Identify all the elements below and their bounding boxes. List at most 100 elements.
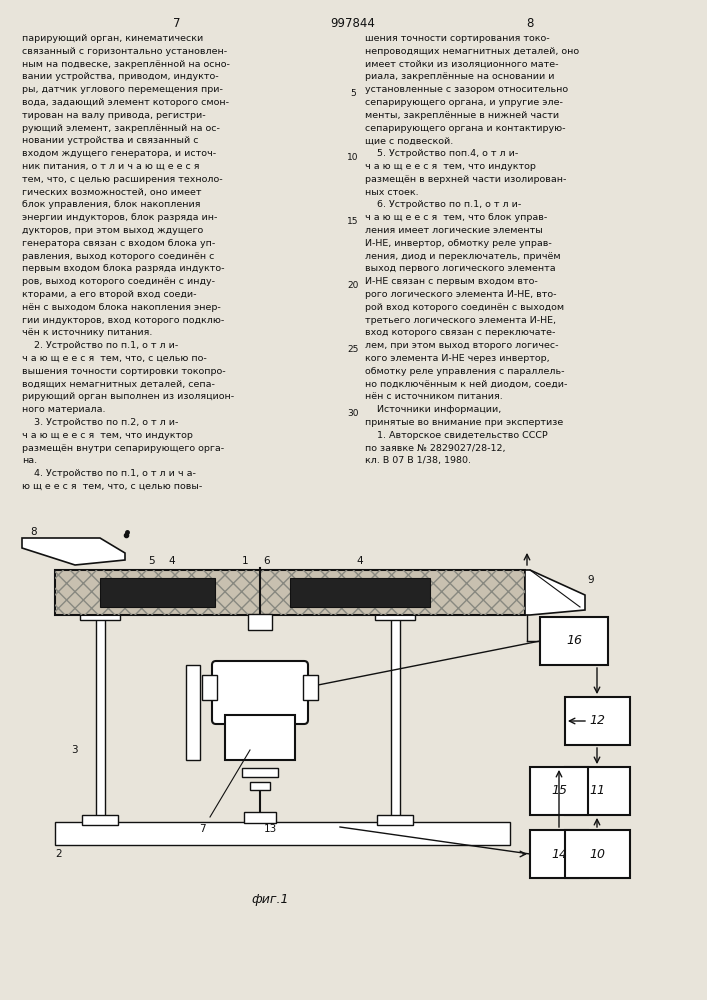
Text: тем, что, с целью расширения техноло-: тем, что, с целью расширения техноло-	[22, 175, 223, 184]
Text: ры, датчик углового перемещения при-: ры, датчик углового перемещения при-	[22, 85, 223, 94]
Text: блок управления, блок накопления: блок управления, блок накопления	[22, 200, 201, 209]
Text: 16: 16	[566, 635, 582, 648]
Text: щие с подвеской.: щие с подвеской.	[365, 136, 453, 145]
Text: принятые во внимание при экспертизе: принятые во внимание при экспертизе	[365, 418, 563, 427]
Bar	[55, 570, 525, 615]
Text: лем, при этом выход второго логичес-: лем, при этом выход второго логичес-	[365, 341, 559, 350]
Text: 2: 2	[55, 849, 62, 859]
Bar	[540, 617, 608, 665]
Text: 25: 25	[347, 345, 358, 354]
Text: ления, диод и переключатель, причём: ления, диод и переключатель, причём	[365, 252, 561, 261]
Bar	[225, 715, 295, 760]
Bar	[82, 815, 118, 825]
Text: И-НЕ связан с первым входом вто-: И-НЕ связан с первым входом вто-	[365, 277, 538, 286]
Bar	[100, 578, 215, 607]
Bar	[186, 665, 200, 760]
Bar	[250, 782, 270, 790]
Text: 5: 5	[350, 89, 356, 98]
Text: вании устройства, приводом, индукто-: вании устройства, приводом, индукто-	[22, 72, 218, 81]
Bar	[565, 830, 630, 878]
Text: установленные с зазором относительно: установленные с зазором относительно	[365, 85, 568, 94]
Text: рой вход которого соединён с выходом: рой вход которого соединён с выходом	[365, 303, 564, 312]
Text: гических возможностей, оно имеет: гических возможностей, оно имеет	[22, 188, 201, 197]
Text: 2. Устройство по п.1, о т л и-: 2. Устройство по п.1, о т л и-	[22, 341, 178, 350]
Bar	[248, 614, 272, 630]
Text: 10: 10	[589, 848, 605, 860]
Text: сепарирующего органа, и упругие эле-: сепарирующего органа, и упругие эле-	[365, 98, 563, 107]
Text: ления имеет логические элементы: ления имеет логические элементы	[365, 226, 543, 235]
Bar	[303, 675, 318, 700]
Text: энергии индукторов, блок разряда ин-: энергии индукторов, блок разряда ин-	[22, 213, 217, 222]
Text: 5. Устройство поп.4, о т л и-: 5. Устройство поп.4, о т л и-	[365, 149, 518, 158]
Text: третьего логического элемента И-НЕ,: третьего логического элемента И-НЕ,	[365, 316, 556, 325]
FancyBboxPatch shape	[212, 661, 308, 724]
Text: 6. Устройство по п.1, о т л и-: 6. Устройство по п.1, о т л и-	[365, 200, 521, 209]
Bar	[565, 697, 630, 745]
Text: ч а ю щ е е с я  тем, что индуктор: ч а ю щ е е с я тем, что индуктор	[365, 162, 536, 171]
Text: парирующий орган, кинематически: парирующий орган, кинематически	[22, 34, 203, 43]
Text: но подключённым к ней диодом, соеди-: но подключённым к ней диодом, соеди-	[365, 380, 568, 389]
Text: первым входом блока разряда индукто-: первым входом блока разряда индукто-	[22, 264, 225, 273]
Text: ных стоек.: ных стоек.	[365, 188, 419, 197]
Text: 4: 4	[357, 556, 363, 566]
Text: кого элемента И-НЕ через инвертор,: кого элемента И-НЕ через инвертор,	[365, 354, 549, 363]
Polygon shape	[525, 570, 585, 615]
Text: тирован на валу привода, регистри-: тирован на валу привода, регистри-	[22, 111, 206, 120]
Bar	[242, 768, 278, 777]
Text: ю щ е е с я  тем, что, с целью повы-: ю щ е е с я тем, что, с целью повы-	[22, 482, 202, 491]
Text: И-НЕ, инвертор, обмотку реле управ-: И-НЕ, инвертор, обмотку реле управ-	[365, 239, 551, 248]
Text: Источники информации,: Источники информации,	[365, 405, 501, 414]
Text: ч а ю щ е е с я  тем, что, с целью по-: ч а ю щ е е с я тем, что, с целью по-	[22, 354, 206, 363]
Text: ник питания, о т л и ч а ю щ е е с я: ник питания, о т л и ч а ю щ е е с я	[22, 162, 199, 171]
Text: размещён в верхней части изолирован-: размещён в верхней части изолирован-	[365, 175, 566, 184]
Text: новании устройства и связанный с: новании устройства и связанный с	[22, 136, 199, 145]
Text: 3. Устройство по п.2, о т л и-: 3. Устройство по п.2, о т л и-	[22, 418, 178, 427]
Text: фиг.1: фиг.1	[251, 894, 288, 906]
Text: шения точности сортирования токо-: шения точности сортирования токо-	[365, 34, 549, 43]
Text: непроводящих немагнитных деталей, оно: непроводящих немагнитных деталей, оно	[365, 47, 579, 56]
Bar	[391, 615, 400, 822]
Text: нён с выходом блока накопления энер-: нён с выходом блока накопления энер-	[22, 303, 221, 312]
Bar	[290, 578, 430, 607]
Text: генератора связан с входом блока уп-: генератора связан с входом блока уп-	[22, 239, 215, 248]
Text: нён с источником питания.: нён с источником питания.	[365, 392, 503, 401]
Text: вышения точности сортировки токопро-: вышения точности сортировки токопро-	[22, 367, 226, 376]
Text: 1: 1	[242, 556, 248, 566]
Text: 14: 14	[551, 848, 567, 860]
Text: 13: 13	[264, 824, 276, 834]
Bar	[377, 815, 413, 825]
Text: связанный с горизонтально установлен-: связанный с горизонтально установлен-	[22, 47, 227, 56]
Text: выход первого логического элемента: выход первого логического элемента	[365, 264, 556, 273]
Text: 15: 15	[347, 217, 358, 226]
Bar	[530, 830, 588, 878]
Bar	[244, 812, 276, 823]
Text: ного материала.: ного материала.	[22, 405, 105, 414]
Polygon shape	[22, 538, 125, 565]
Text: вода, задающий элемент которого смон-: вода, задающий элемент которого смон-	[22, 98, 229, 107]
Text: 9: 9	[587, 575, 594, 585]
Text: 15: 15	[551, 784, 567, 798]
Text: 5: 5	[148, 556, 156, 566]
Bar	[530, 767, 588, 815]
Text: ч а ю щ е е с я  тем, что индуктор: ч а ю щ е е с я тем, что индуктор	[22, 431, 193, 440]
Text: 6: 6	[264, 556, 270, 566]
Text: сепарирующего органа и контактирую-: сепарирующего органа и контактирую-	[365, 124, 566, 133]
Text: 7: 7	[173, 17, 181, 30]
Text: равления, выход которого соединён с: равления, выход которого соединён с	[22, 252, 214, 261]
Text: ч а ю щ е е с я  тем, что блок управ-: ч а ю щ е е с я тем, что блок управ-	[365, 213, 547, 222]
Text: рирующий орган выполнен из изоляцион-: рирующий орган выполнен из изоляцион-	[22, 392, 234, 401]
Text: 8: 8	[30, 527, 37, 537]
Text: рующий элемент, закреплённый на ос-: рующий элемент, закреплённый на ос-	[22, 124, 220, 133]
Bar	[96, 615, 105, 822]
Text: 11: 11	[589, 784, 605, 798]
Text: на.: на.	[22, 456, 37, 465]
Text: 7: 7	[199, 824, 205, 834]
Text: 12: 12	[589, 714, 605, 728]
Text: по заявке № 2829027/28-12,: по заявке № 2829027/28-12,	[365, 444, 506, 453]
Text: имеет стойки из изоляционного мате-: имеет стойки из изоляционного мате-	[365, 60, 559, 69]
Text: кл. В 07 В 1/38, 1980.: кл. В 07 В 1/38, 1980.	[365, 456, 471, 465]
Text: 1. Авторское свидетельство СССР: 1. Авторское свидетельство СССР	[365, 431, 548, 440]
Bar	[565, 767, 630, 815]
Text: гии индукторов, вход которого подклю-: гии индукторов, вход которого подклю-	[22, 316, 224, 325]
Text: дукторов, при этом выход ждущего: дукторов, при этом выход ждущего	[22, 226, 203, 235]
